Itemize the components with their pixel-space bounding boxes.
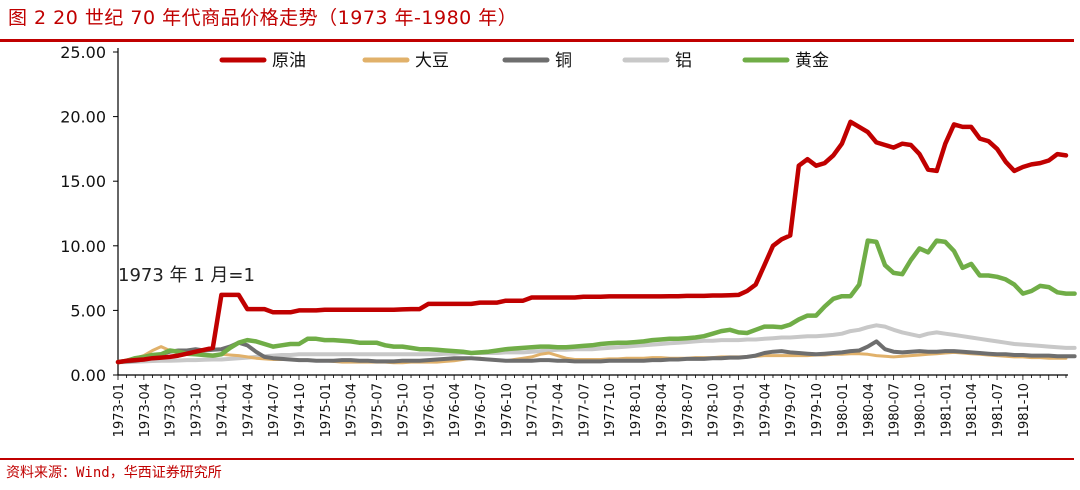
x-tick-label: 1978-01 — [629, 383, 644, 437]
x-tick-label: 1981-04 — [965, 383, 980, 437]
x-tick-label: 1975-01 — [319, 383, 334, 437]
x-tick-label: 1976-10 — [500, 383, 515, 437]
y-tick-label: 15.00 — [60, 172, 106, 191]
y-tick-label: 20.00 — [60, 108, 106, 127]
x-tick-label: 1977-10 — [603, 383, 618, 437]
title-divider — [0, 39, 1074, 42]
x-tick-label: 1977-07 — [577, 383, 592, 437]
x-tick-label: 1975-10 — [396, 383, 411, 437]
x-tick-label: 1978-10 — [707, 383, 722, 437]
x-tick-label: 1974-01 — [215, 383, 230, 437]
x-tick-label: 1973-04 — [138, 383, 153, 437]
chart-axes: 0.00 5.00 10.00 15.00 20.00 25.00 1973-01 1973-… — [60, 43, 1068, 437]
source-note: 资料来源：Wind，华西证券研究所 — [6, 465, 222, 481]
x-tick-label: 1979-10 — [810, 383, 825, 437]
y-tick-label: 5.00 — [70, 301, 106, 320]
series-line-2 — [116, 339, 1077, 365]
y-tick-label: 10.00 — [60, 237, 106, 256]
chart-legend: 原油 大豆 铜 铝 黄金 — [219, 51, 829, 71]
x-tick-label: 1973-10 — [190, 383, 205, 437]
x-tick-label: 1976-07 — [474, 383, 489, 437]
x-tick-label: 1981-07 — [991, 383, 1006, 437]
line-chart: 0.00 5.00 10.00 15.00 20.00 25.00 1973-01 1973-… — [60, 43, 1077, 437]
x-tick-label: 1976-01 — [422, 383, 437, 437]
series-line-4 — [115, 238, 1077, 365]
x-tick-label: 1980-01 — [836, 383, 851, 437]
x-tick-label: 1979-04 — [758, 383, 773, 437]
series-line-3 — [116, 323, 1077, 365]
x-tick-label: 1980-04 — [862, 383, 877, 437]
source-divider — [0, 458, 1074, 460]
x-tick-label: 1979-07 — [784, 383, 799, 437]
x-tick-label: 1981-10 — [1017, 383, 1032, 437]
x-tick-label: 1976-04 — [448, 383, 463, 437]
series-line-0 — [115, 119, 1069, 365]
base-annotation: 1973 年 1 月=1 — [118, 265, 255, 286]
x-tick-label: 1975-04 — [345, 383, 360, 437]
legend-label: 黄金 — [795, 51, 829, 71]
x-tick-label: 1980-07 — [888, 383, 903, 437]
x-tick-label: 1980-10 — [913, 383, 928, 437]
x-tick-label: 1975-07 — [371, 383, 386, 437]
series-layer — [115, 119, 1077, 365]
x-tick-label: 1973-07 — [164, 383, 179, 437]
x-tick-label: 1974-07 — [267, 383, 282, 437]
legend-label: 铝 — [675, 51, 692, 71]
x-tick-label: 1974-04 — [241, 383, 256, 437]
x-tick-label: 1974-10 — [293, 383, 308, 437]
x-tick-label: 1978-07 — [681, 383, 696, 437]
legend-label: 原油 — [272, 51, 306, 71]
x-tick-label: 1978-04 — [655, 383, 670, 437]
x-tick-label: 1973-01 — [112, 383, 127, 437]
x-tick-label: 1977-04 — [552, 383, 567, 437]
x-tick-label: 1977-01 — [526, 383, 541, 437]
legend-label: 大豆 — [415, 51, 449, 71]
y-tick-label: 25.00 — [60, 43, 106, 62]
figure-title: 图 2 20 世纪 70 年代商品价格走势（1973 年-1980 年） — [8, 7, 518, 29]
y-tick-label: 0.00 — [70, 366, 106, 385]
x-tick-label: 1979-01 — [733, 383, 748, 437]
legend-label: 铜 — [555, 51, 572, 71]
x-tick-label: 1981-01 — [939, 383, 954, 437]
